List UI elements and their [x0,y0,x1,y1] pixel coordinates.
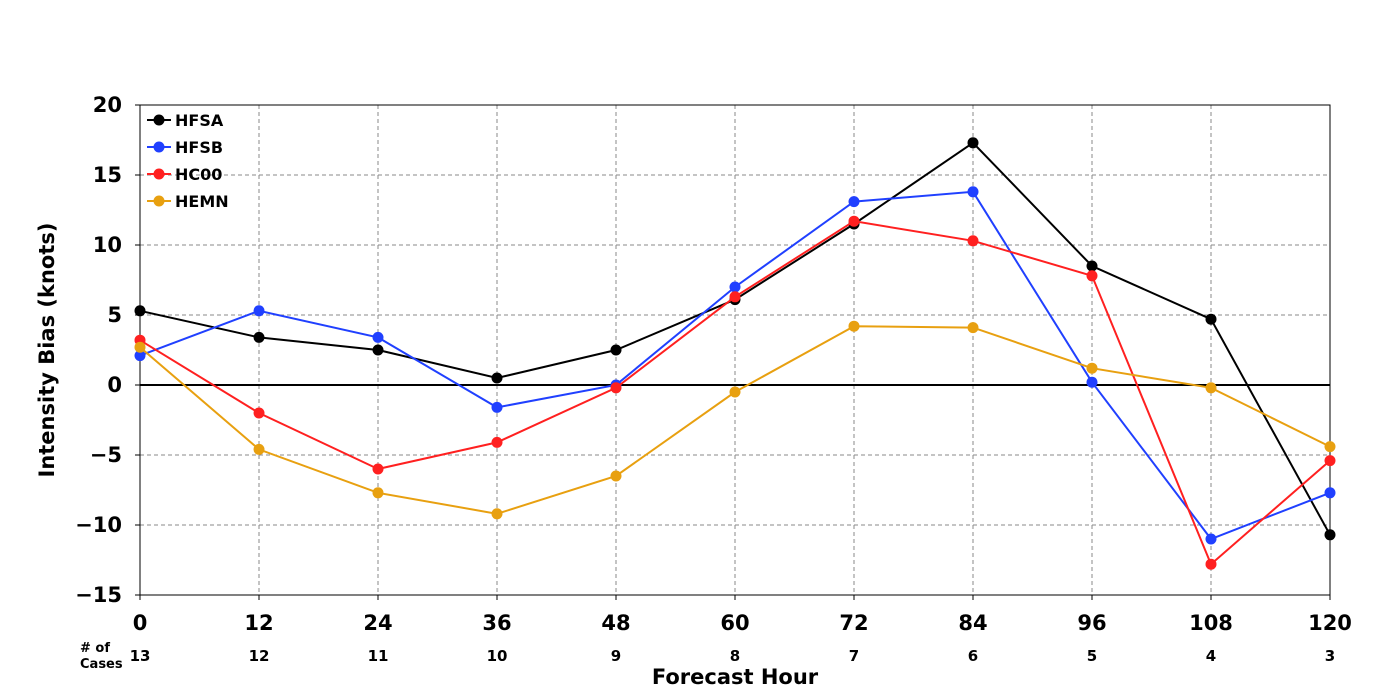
data-point-hemn [253,443,265,455]
data-point-hfsb [372,331,384,343]
legend-marker-hc00 [153,168,165,180]
legend-label-hfsa: HFSA [175,111,224,130]
data-point-hc00 [610,382,622,394]
data-point-hc00 [848,215,860,227]
case-count: 8 [730,647,740,665]
x-tick-label: 0 [133,611,148,635]
legend-marker-hfsb [153,141,165,153]
data-point-hfsb [134,350,146,362]
cases-label-line2: Cases [80,657,123,672]
case-count: 12 [249,647,270,665]
data-point-hfsb [1205,533,1217,545]
x-tick-label: 96 [1077,611,1106,635]
data-point-hfsb [729,281,741,293]
data-point-hfsb [967,186,979,198]
legend-label-hemn: HEMN [175,192,229,211]
data-point-hfsa [372,344,384,356]
data-point-hfsa [1205,313,1217,325]
data-point-hc00 [491,436,503,448]
data-point-hc00 [967,235,979,247]
x-tick-label: 36 [482,611,511,635]
data-point-hc00 [372,463,384,475]
data-point-hemn [491,508,503,520]
grid-lines [140,105,1330,595]
data-point-hemn [967,322,979,334]
data-point-hemn [848,320,860,332]
y-tick-labels: 20 15 10 5 0 −5 −10 −15 [75,93,140,607]
y-tick-label: −5 [90,443,122,467]
data-point-hfsa [134,305,146,317]
data-point-hemn [1324,441,1336,453]
data-point-hfsa [253,331,265,343]
data-point-hc00 [1086,270,1098,282]
legend-label-hfsb: HFSB [175,138,223,157]
data-point-hemn [610,470,622,482]
x-tick-labels: 0 12 24 36 48 60 72 84 96 108 120 [133,595,1352,635]
data-point-hemn [1205,382,1217,394]
series-lines [134,137,1336,570]
cases-label-line1: # of [80,641,110,656]
legend-label-hc00: HC00 [175,165,222,184]
x-axis-label: Forecast Hour [652,665,819,689]
x-tick-label: 108 [1189,611,1233,635]
data-point-hc00 [1324,455,1336,467]
case-count: 6 [968,647,978,665]
case-count: 11 [368,647,389,665]
case-count: 13 [130,647,151,665]
y-tick-label: −15 [75,583,122,607]
data-point-hfsa [1324,529,1336,541]
x-tick-label: 60 [720,611,749,635]
data-point-hc00 [729,291,741,303]
case-count: 4 [1206,647,1216,665]
data-point-hemn [372,487,384,499]
legend-marker-hemn [153,195,165,207]
case-count: 3 [1325,647,1335,665]
data-point-hfsa [610,344,622,356]
x-tick-label: 72 [839,611,868,635]
x-tick-label: 48 [601,611,630,635]
x-tick-label: 120 [1308,611,1352,635]
series-hemn [134,320,1336,520]
y-tick-label: 20 [93,93,122,117]
y-tick-label: −10 [75,513,122,537]
legend-item-hfsb: HFSB [147,138,223,157]
x-tick-label: 24 [363,611,392,635]
legend-item-hemn: HEMN [147,192,229,211]
data-point-hemn [1086,362,1098,374]
case-count: 7 [849,647,859,665]
data-point-hfsa [967,137,979,149]
case-count: 10 [487,647,508,665]
data-point-hc00 [253,407,265,419]
data-point-hfsa [1086,260,1098,272]
data-point-hemn [134,341,146,353]
y-tick-label: 15 [93,163,122,187]
y-tick-label: 0 [107,373,122,397]
data-point-hfsb [1324,487,1336,499]
legend-marker-hfsa [153,114,165,126]
data-point-hfsb [848,196,860,208]
legend: HFSA HFSB HC00 HEMN [147,111,229,211]
y-axis-label: Intensity Bias (knots) [35,223,59,478]
data-point-hc00 [1205,558,1217,570]
case-counts: 13 12 11 10 9 8 7 6 5 4 3 [130,647,1336,665]
case-count: 5 [1087,647,1097,665]
legend-item-hc00: HC00 [147,165,222,184]
data-point-hfsb [253,305,265,317]
data-point-hfsa [491,372,503,384]
x-tick-label: 12 [244,611,273,635]
series-hc00 [134,215,1336,570]
case-count: 9 [611,647,621,665]
data-point-hfsb [491,401,503,413]
legend-item-hfsa: HFSA [147,111,224,130]
data-point-hfsb [1086,376,1098,388]
x-tick-label: 84 [958,611,987,635]
y-tick-label: 5 [107,303,122,327]
data-point-hemn [729,386,741,398]
y-tick-label: 10 [93,233,122,257]
